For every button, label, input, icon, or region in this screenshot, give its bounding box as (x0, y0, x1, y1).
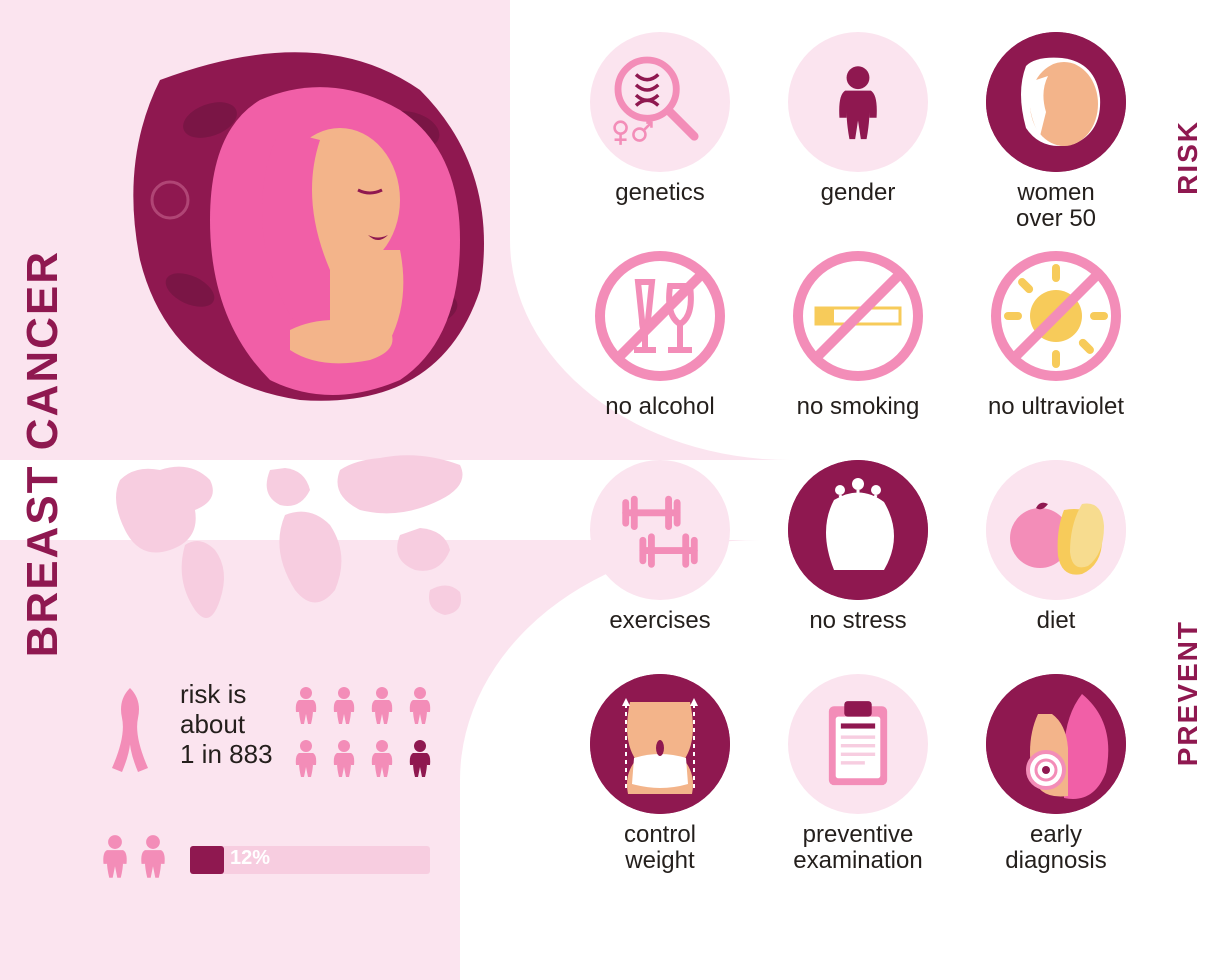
world-map-icon (100, 440, 500, 640)
cell-nostress: no stress (768, 460, 948, 662)
person-icon (369, 739, 397, 784)
cell-exam: preventiveexamination (768, 674, 948, 876)
risk-text-line2: about (180, 710, 273, 740)
people-pictogram-grid (293, 686, 435, 784)
risk-text-line1: risk is (180, 680, 273, 710)
cell-label-gender: gender (821, 180, 896, 234)
diet-icon (986, 460, 1126, 600)
cell-gender: gender (768, 32, 948, 234)
cell-genetics: genetics (570, 32, 750, 234)
diagnosis-icon (986, 674, 1126, 814)
person-icon (369, 686, 397, 731)
exercises-icon (590, 460, 730, 600)
cell-weight: controlweight (570, 674, 750, 876)
cell-label-diagnosis: earlydiagnosis (1005, 822, 1106, 876)
exam-icon (788, 674, 928, 814)
person-icon (407, 739, 435, 784)
cell-label-exercises: exercises (609, 608, 710, 662)
hero-illustration (100, 40, 500, 420)
cell-label-genetics: genetics (615, 180, 704, 234)
noalcohol-icon (590, 246, 730, 386)
info-grid: genetics gender womenover 50 no alcohol (570, 32, 1150, 876)
main-title: BREAST CANCER (18, 250, 68, 657)
cell-label-diet: diet (1037, 608, 1076, 662)
stats-panel: risk is about 1 in 883 (100, 680, 520, 885)
person-icon (100, 834, 130, 885)
person-icon (331, 686, 359, 731)
cell-nosmoking: no smoking (768, 246, 948, 448)
person-icon (138, 834, 168, 885)
percent-bar-fill (190, 846, 224, 874)
percent-bar: 12% (190, 846, 430, 874)
cell-label-nostress: no stress (809, 608, 906, 662)
risk-text-line3: 1 in 883 (180, 740, 273, 770)
cell-exercises: exercises (570, 460, 750, 662)
risk-section-title: RISK (1172, 120, 1204, 195)
cell-label-noalcohol: no alcohol (605, 394, 714, 448)
genetics-icon (590, 32, 730, 172)
cell-label-nosmoking: no smoking (797, 394, 920, 448)
cell-label-over50: womenover 50 (1016, 180, 1096, 234)
person-icon (407, 686, 435, 731)
nosmoking-icon (788, 246, 928, 386)
cell-diagnosis: earlydiagnosis (966, 674, 1146, 876)
person-icon (293, 739, 321, 784)
weight-icon (590, 674, 730, 814)
person-icon (331, 739, 359, 784)
nouv-icon (986, 246, 1126, 386)
over50-icon (986, 32, 1126, 172)
cell-label-exam: preventiveexamination (793, 822, 922, 876)
cell-over50: womenover 50 (966, 32, 1146, 234)
cell-nouv: no ultraviolet (966, 246, 1146, 448)
nostress-icon (788, 460, 928, 600)
risk-stat-text: risk is about 1 in 883 (180, 680, 273, 770)
bar-people-icons (100, 834, 168, 885)
cell-label-nouv: no ultraviolet (988, 394, 1124, 448)
gender-icon (788, 32, 928, 172)
person-icon (293, 686, 321, 731)
cell-noalcohol: no alcohol (570, 246, 750, 448)
cell-diet: diet (966, 460, 1146, 662)
prevent-section-title: PREVENT (1172, 620, 1204, 766)
cell-label-weight: controlweight (624, 822, 696, 876)
percent-bar-label: 12% (230, 847, 270, 870)
ribbon-icon (100, 680, 160, 780)
